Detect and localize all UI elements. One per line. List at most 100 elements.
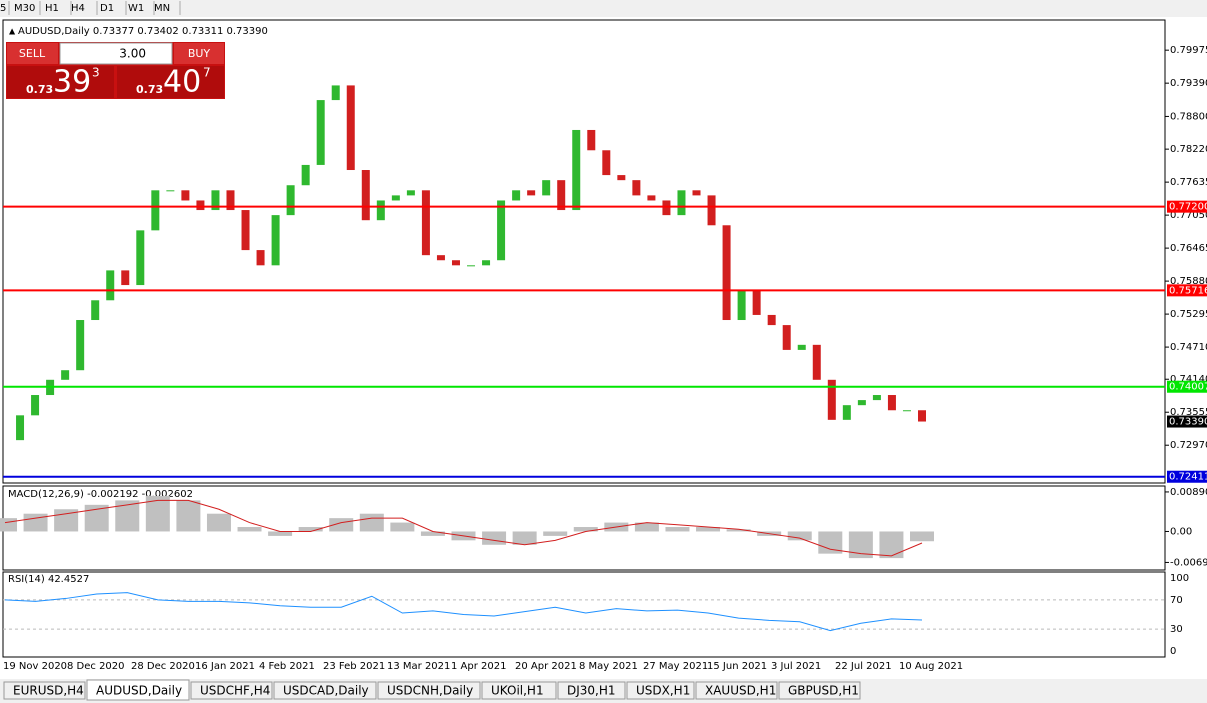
bid-box bbox=[7, 66, 114, 98]
level-tag bbox=[1167, 470, 1207, 483]
timeframe-button[interactable]: W1 bbox=[128, 3, 144, 14]
y-tick-label: 30 bbox=[1170, 624, 1183, 635]
tab[interactable] bbox=[481, 681, 557, 700]
sell-button[interactable] bbox=[7, 43, 58, 64]
macd-bar bbox=[359, 513, 384, 532]
macd-bar bbox=[237, 527, 262, 532]
timeframe-button[interactable]: MN bbox=[154, 3, 170, 14]
macd-bar bbox=[818, 531, 843, 554]
timeframe-button[interactable]: 5 bbox=[0, 3, 6, 14]
candle bbox=[918, 410, 926, 422]
ask-box bbox=[117, 66, 224, 98]
x-tick-label: 3 Jul 2021 bbox=[771, 661, 821, 672]
level-tag bbox=[1167, 200, 1207, 213]
x-tick-label: 19 Nov 2020 bbox=[3, 661, 67, 672]
candle bbox=[121, 270, 130, 286]
timeframe-button[interactable]: D1 bbox=[100, 3, 114, 14]
candle bbox=[196, 200, 205, 211]
x-tick-label: 13 Mar 2021 bbox=[387, 661, 450, 672]
main-panel bbox=[2, 19, 1166, 484]
candle bbox=[316, 100, 325, 165]
candle bbox=[151, 190, 160, 231]
tab-label[interactable]: USDCNH,Daily bbox=[387, 684, 473, 698]
candle bbox=[376, 200, 385, 221]
timeframe-button[interactable]: M30 bbox=[14, 3, 35, 14]
candle bbox=[572, 129, 581, 211]
tab-label[interactable]: USDCAD,Daily bbox=[283, 684, 369, 698]
candle bbox=[136, 230, 145, 286]
lots-field[interactable] bbox=[59, 42, 173, 65]
tab-label[interactable]: GBPUSD,H1 bbox=[788, 684, 859, 698]
candle bbox=[301, 164, 310, 186]
sell-label[interactable]: SELL bbox=[19, 47, 46, 60]
macd-bar bbox=[23, 513, 48, 532]
level-label: 0.77200 bbox=[1169, 202, 1207, 213]
y-tick-label: 100 bbox=[1170, 573, 1189, 584]
rsi-title: RSI(14) 42.4527 bbox=[8, 574, 89, 585]
level-label: 0.72411 bbox=[1169, 472, 1207, 483]
candle bbox=[241, 210, 250, 251]
tab-label[interactable]: EURUSD,H4 bbox=[13, 684, 84, 698]
tab-label[interactable]: DJ30,H1 bbox=[567, 684, 616, 698]
candle bbox=[737, 290, 746, 321]
candle bbox=[602, 150, 611, 176]
tab[interactable] bbox=[557, 681, 626, 700]
candle bbox=[271, 215, 280, 266]
tab[interactable] bbox=[86, 679, 190, 701]
buy-button[interactable] bbox=[174, 43, 224, 64]
tab-label[interactable]: XAUUSD,H1 bbox=[705, 684, 776, 698]
bid-big: 39 bbox=[53, 65, 91, 100]
tab[interactable] bbox=[273, 681, 377, 700]
tab-label[interactable]: USDX,H1 bbox=[636, 684, 690, 698]
macd-bar bbox=[390, 522, 415, 532]
candle bbox=[617, 175, 626, 181]
ask-big: 40 bbox=[163, 65, 201, 100]
buy-label[interactable]: BUY bbox=[188, 47, 211, 60]
timeframe-button[interactable]: H4 bbox=[71, 3, 85, 14]
tab-label[interactable]: UKOil,H1 bbox=[491, 684, 544, 698]
candle bbox=[31, 395, 40, 416]
candle bbox=[346, 85, 355, 171]
y-tick-label: 0.75295 bbox=[1170, 309, 1207, 320]
y-tick-label: 0 bbox=[1170, 646, 1176, 657]
x-tick-label: 16 Jan 2021 bbox=[195, 661, 255, 672]
candle bbox=[872, 395, 881, 401]
tab[interactable] bbox=[778, 681, 861, 700]
x-tick-label: 8 May 2021 bbox=[579, 661, 638, 672]
tab[interactable] bbox=[626, 681, 695, 700]
x-tick-label: 8 Dec 2020 bbox=[67, 661, 125, 672]
macd-bar bbox=[665, 527, 690, 532]
lots-value[interactable]: 3.00 bbox=[119, 47, 146, 61]
macd-signal bbox=[4, 499, 923, 557]
bid-small: 3 bbox=[92, 66, 100, 80]
tab-label[interactable]: AUDUSD,Daily bbox=[96, 684, 182, 698]
candle bbox=[752, 290, 761, 315]
y-tick-label: 70 bbox=[1170, 595, 1183, 606]
candle bbox=[61, 370, 70, 380]
level-tag bbox=[1167, 284, 1207, 297]
level-label: 0.75716 bbox=[1169, 285, 1207, 296]
macd-bar bbox=[696, 527, 721, 532]
y-tick-label: -0.006977 bbox=[1170, 557, 1207, 568]
tab-label[interactable]: USDCHF,H4 bbox=[200, 684, 270, 698]
candle bbox=[406, 190, 415, 196]
rsi-line bbox=[4, 592, 923, 632]
candle bbox=[527, 190, 536, 196]
timeframe-button[interactable]: H1 bbox=[45, 3, 59, 14]
y-tick-label: 0.00 bbox=[1170, 526, 1192, 537]
level-tag bbox=[1167, 380, 1207, 393]
tab[interactable] bbox=[695, 681, 778, 700]
candle bbox=[91, 300, 100, 321]
macd-bar bbox=[512, 531, 537, 545]
candle bbox=[542, 180, 551, 196]
tab[interactable] bbox=[190, 681, 273, 700]
tab[interactable] bbox=[377, 681, 481, 700]
tab[interactable] bbox=[3, 681, 86, 700]
